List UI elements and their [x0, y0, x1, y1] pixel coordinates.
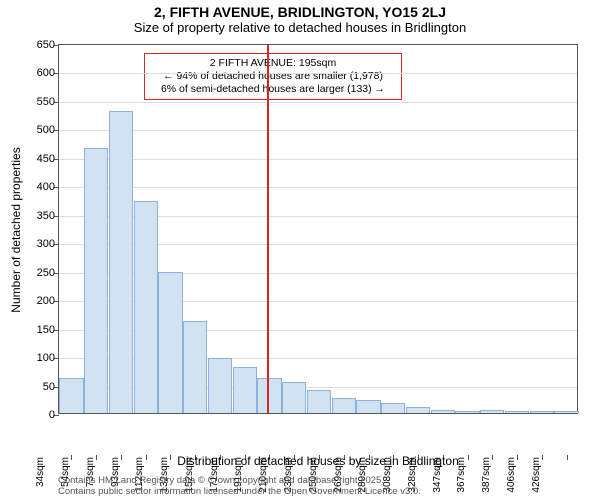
y-tick-label: 0: [23, 409, 55, 421]
histogram-bar: [233, 367, 257, 413]
histogram-bar: [158, 272, 182, 413]
grid-line: [59, 130, 577, 131]
histogram-bar: [505, 411, 529, 413]
y-tick-label: 300: [23, 238, 55, 250]
histogram-bar: [59, 378, 83, 413]
grid-line: [59, 73, 577, 74]
x-axis-label: Distribution of detached houses by size …: [58, 454, 578, 468]
footer-line-2: Contains public sector information licen…: [58, 487, 421, 498]
chart-footer: Contains HM Land Registry data © Crown c…: [58, 476, 421, 498]
histogram-bar: [134, 201, 158, 413]
y-tick-label: 250: [23, 267, 55, 279]
y-tick-label: 50: [23, 381, 55, 393]
histogram-bar: [307, 390, 331, 413]
histogram-bar: [530, 411, 554, 413]
y-tick-label: 100: [23, 352, 55, 364]
grid-line: [59, 159, 577, 160]
y-tick-label: 450: [23, 153, 55, 165]
histogram-bar: [257, 378, 281, 413]
y-tick-label: 400: [23, 181, 55, 193]
y-tick-label: 150: [23, 324, 55, 336]
histogram-bar: [109, 111, 133, 413]
info-box-line: ← 94% of detached houses are smaller (1,…: [151, 70, 395, 83]
grid-line: [59, 102, 577, 103]
y-tick-label: 500: [23, 124, 55, 136]
y-tick-label: 200: [23, 295, 55, 307]
marker-line: [267, 45, 269, 413]
histogram-bar: [332, 398, 356, 413]
histogram-bar: [381, 403, 405, 413]
histogram-bar: [356, 400, 380, 413]
histogram-bar: [406, 407, 430, 413]
histogram-bar: [554, 411, 578, 413]
histogram-bar: [208, 358, 232, 413]
histogram-bar: [455, 411, 479, 413]
y-tick-label: 600: [23, 67, 55, 79]
histogram-bar: [431, 410, 455, 413]
chart-title-sub: Size of property relative to detached ho…: [0, 20, 600, 39]
chart-title-main: 2, FIFTH AVENUE, BRIDLINGTON, YO15 2LJ: [0, 0, 600, 20]
info-box-line: 6% of semi-detached houses are larger (1…: [151, 83, 395, 96]
y-tick-label: 650: [23, 39, 55, 51]
marker-info-box: 2 FIFTH AVENUE: 195sqm← 94% of detached …: [144, 53, 402, 100]
histogram-bar: [84, 148, 108, 413]
y-axis-label: Number of detached properties: [9, 147, 23, 312]
plot-area: 2 FIFTH AVENUE: 195sqm← 94% of detached …: [58, 44, 578, 414]
y-tick-label: 350: [23, 210, 55, 222]
property-size-chart: 2, FIFTH AVENUE, BRIDLINGTON, YO15 2LJ S…: [0, 0, 600, 500]
y-tick-label: 550: [23, 96, 55, 108]
grid-line: [59, 187, 577, 188]
histogram-bar: [282, 382, 306, 413]
x-tick-label: 34sqm: [35, 457, 46, 497]
info-box-line: 2 FIFTH AVENUE: 195sqm: [151, 57, 395, 70]
histogram-bar: [480, 410, 504, 413]
histogram-bar: [183, 321, 207, 413]
